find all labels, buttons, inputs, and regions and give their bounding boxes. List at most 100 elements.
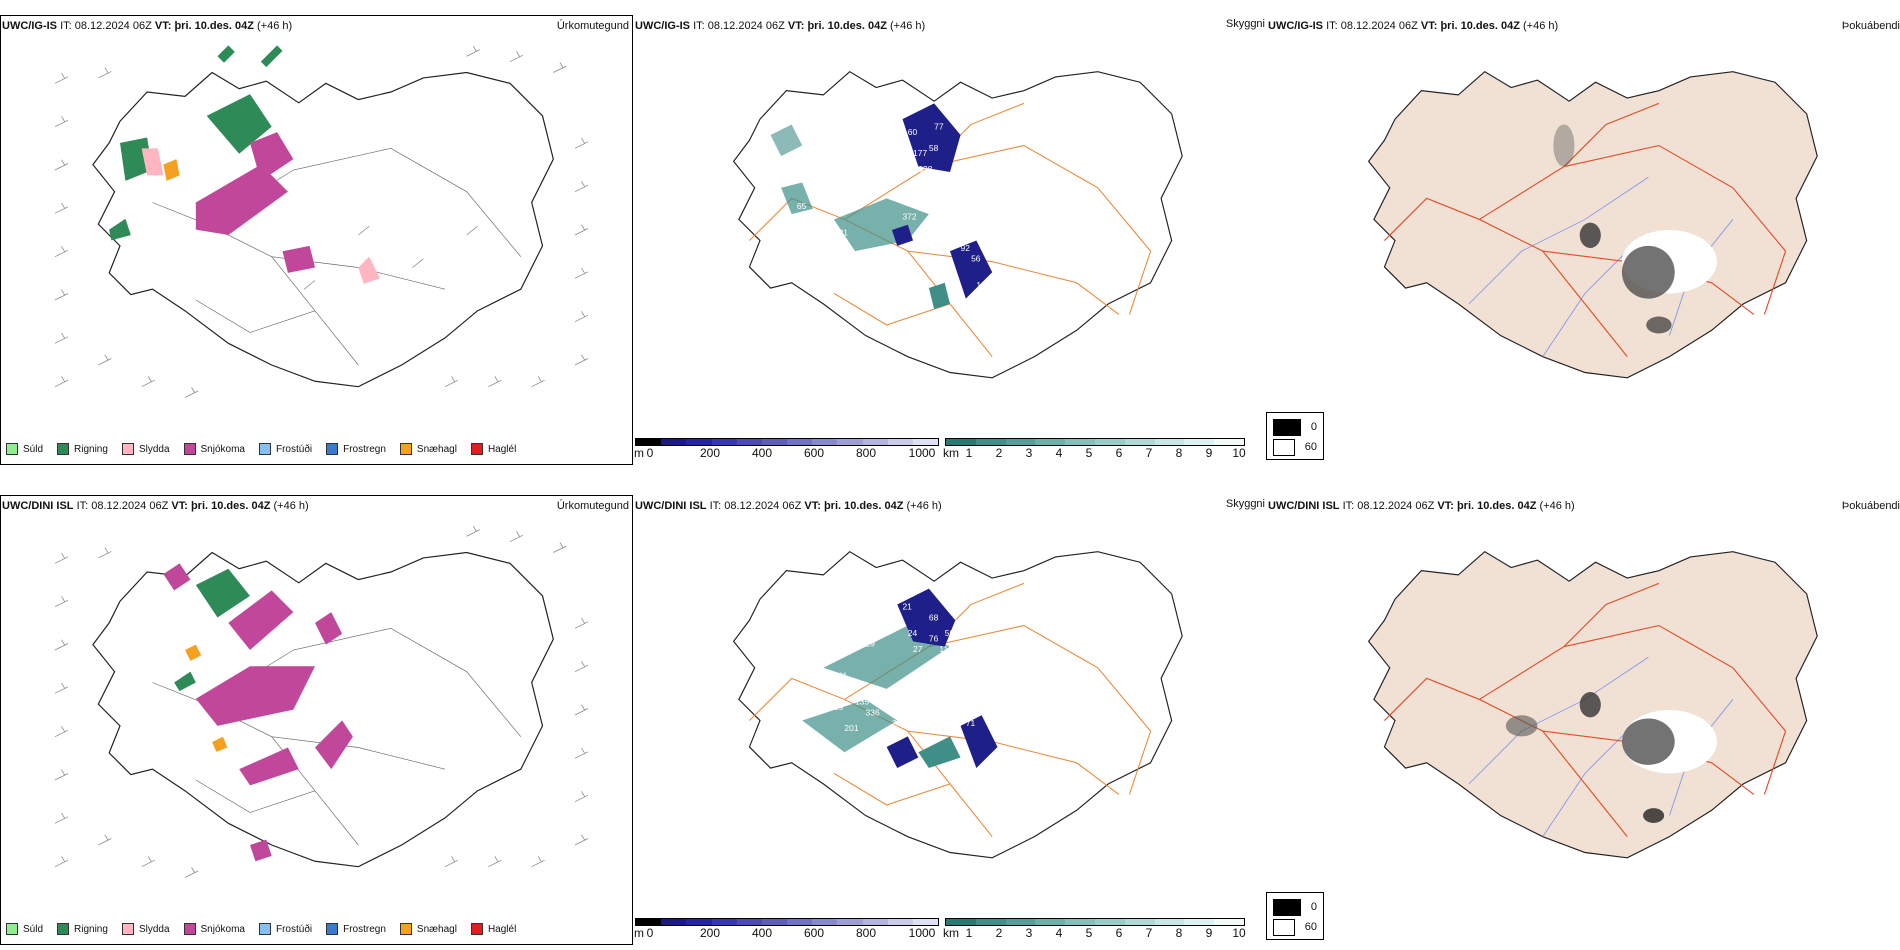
fog-key-top: 0 60 [1266,412,1324,460]
cloudbase-colorbar-bottom: m 0 200 400 600 800 1000 [634,918,939,940]
vt-value: þri. 10.des. 04Z [1440,20,1520,32]
model-name: UWC/IG-IS [1268,20,1323,32]
visibility-title: Skyggni [1225,498,1265,510]
tick: 800 [855,446,877,460]
it-label: IT: [1326,20,1338,32]
visibility-label: 16 [781,217,791,227]
visibility-label: 11 [934,702,943,712]
coastline [92,551,554,868]
legend-swatch [6,923,18,935]
visibility-label: 59 [792,116,802,126]
visibility-colorbar-top: km 1 2 3 4 5 6 7 8 9 10 [943,438,1246,460]
visibility-label: 27 [913,644,923,654]
cloudbase-ticks: m 0 200 400 600 800 1000 [634,926,939,940]
tick: 4 [1055,446,1063,460]
visibility-map-top: 59 60 77 58 51 115 177 338 96 12 65 372 … [733,71,1183,379]
legend-swatch [470,443,483,455]
model-name: UWC/DINI ISL [1268,500,1340,512]
legend-label: Súld [23,923,44,935]
legend-label: Snjókoma [200,923,245,935]
precip-title: Úrkomutegund [556,20,629,32]
model-name: UWC/DINI ISL [2,500,74,512]
coastline [92,71,554,388]
legend-label: Frostúði [275,923,313,935]
tick: 5 [1085,446,1093,460]
visibility-title: Skyggni [1225,18,1265,30]
legend-label: Snæhagl [416,443,457,455]
lead-time: (+46 h) [890,20,926,32]
visibility-ticks: km 1 2 3 4 5 6 7 8 9 10 [943,446,1246,460]
vt-label: VT: [1420,20,1438,32]
tick: 1 [965,926,973,940]
fog-map-bottom [1368,551,1818,859]
visibility-unit: km [943,446,959,460]
tick: 800 [855,926,877,940]
fog-key-bottom: 0 60 [1266,892,1324,940]
it-label: IT: [60,20,72,32]
visibility-label: 76 [929,633,939,643]
it-label: IT: [693,20,705,32]
visibility-label: 21 [903,602,913,612]
legend-label: Rigning [74,443,108,455]
visibility-label: 29 [866,639,876,649]
fog-key-row: 0 [1273,897,1317,917]
tick: 200 [699,926,721,940]
legend-swatch [57,443,70,455]
visibility-label: 96 [950,169,960,179]
vt-label: VT: [804,500,821,512]
legend-swatch [121,443,134,455]
vt-value: þri. 10.des. 04Z [1456,500,1537,512]
legend-swatch [258,443,271,455]
fog-header-top: UWC/IG-IS IT: 08.12.2024 06Z VT: þri. 10… [1268,15,1900,35]
visibility-label: 71 [966,718,976,728]
vt-value: þri. 10.des. 04Z [823,500,904,512]
it-value: 08.12.2024 06Z [1340,20,1418,32]
visibility-label: 177 [913,148,927,158]
tick: 600 [803,926,825,940]
visibility-labels: 21 68 143 24 76 56 58 112 578 29 27 911 … [834,602,986,860]
precip-areas [109,45,380,284]
fog-title: Þokuábendi [1841,20,1900,32]
legend-label: Frostregn [343,923,386,935]
visibility-label: 56 [971,254,981,264]
visibility-label: 336 [866,707,880,717]
precip-header-bottom: UWC/DINI ISL IT: 08.12.2024 06Z VT: þri.… [0,495,633,515]
tick: 0 [646,446,654,460]
lead-time: (+46 h) [906,500,942,512]
it-value: 08.12.2024 06Z [74,20,152,32]
visibility-label: 112 [903,702,917,712]
tick: 10 [1232,446,1246,460]
legend-item: Snæhagl [399,923,457,935]
legend-item: Frostregn [326,923,386,935]
cloudbase-unit: m [634,926,644,940]
visibility-label: 58 [955,618,965,628]
legend-item: Snjókoma [183,443,245,455]
tick: 200 [699,446,721,460]
lead-time: (+46 h) [273,500,309,512]
tick: 7 [1145,926,1153,940]
visibility-colorbar-bottom: km 1 2 3 4 5 6 7 8 9 10 [943,918,1246,940]
vt-label: VT: [154,20,172,32]
fog-key-swatch [1273,438,1295,456]
cloudbase-bar [635,918,939,926]
vt-value: þri. 10.des. 04Z [190,500,271,512]
legend-label: Súld [23,443,44,455]
visibility-label: 12 [887,159,897,169]
it-label: IT: [709,500,722,512]
legend-swatch [399,443,412,455]
legend-swatch [183,443,196,455]
visibility-areas [770,103,993,310]
legend-label: Haglél [487,923,517,935]
tick: 2 [995,926,1003,940]
fog-key-label: 0 [1310,421,1317,433]
legend-item: Snjókoma [183,923,245,935]
model-name: UWC/IG-IS [2,20,57,32]
fog-key-swatch [1273,898,1301,916]
visibility-label: 56 [945,628,955,638]
precip-areas [163,563,353,862]
legend-swatch [326,923,339,935]
vt-label: VT: [787,20,805,32]
coastline [733,551,1183,859]
legend-item: Slydda [121,923,170,935]
visibility-ticks: km 1 2 3 4 5 6 7 8 9 10 [943,926,1246,940]
